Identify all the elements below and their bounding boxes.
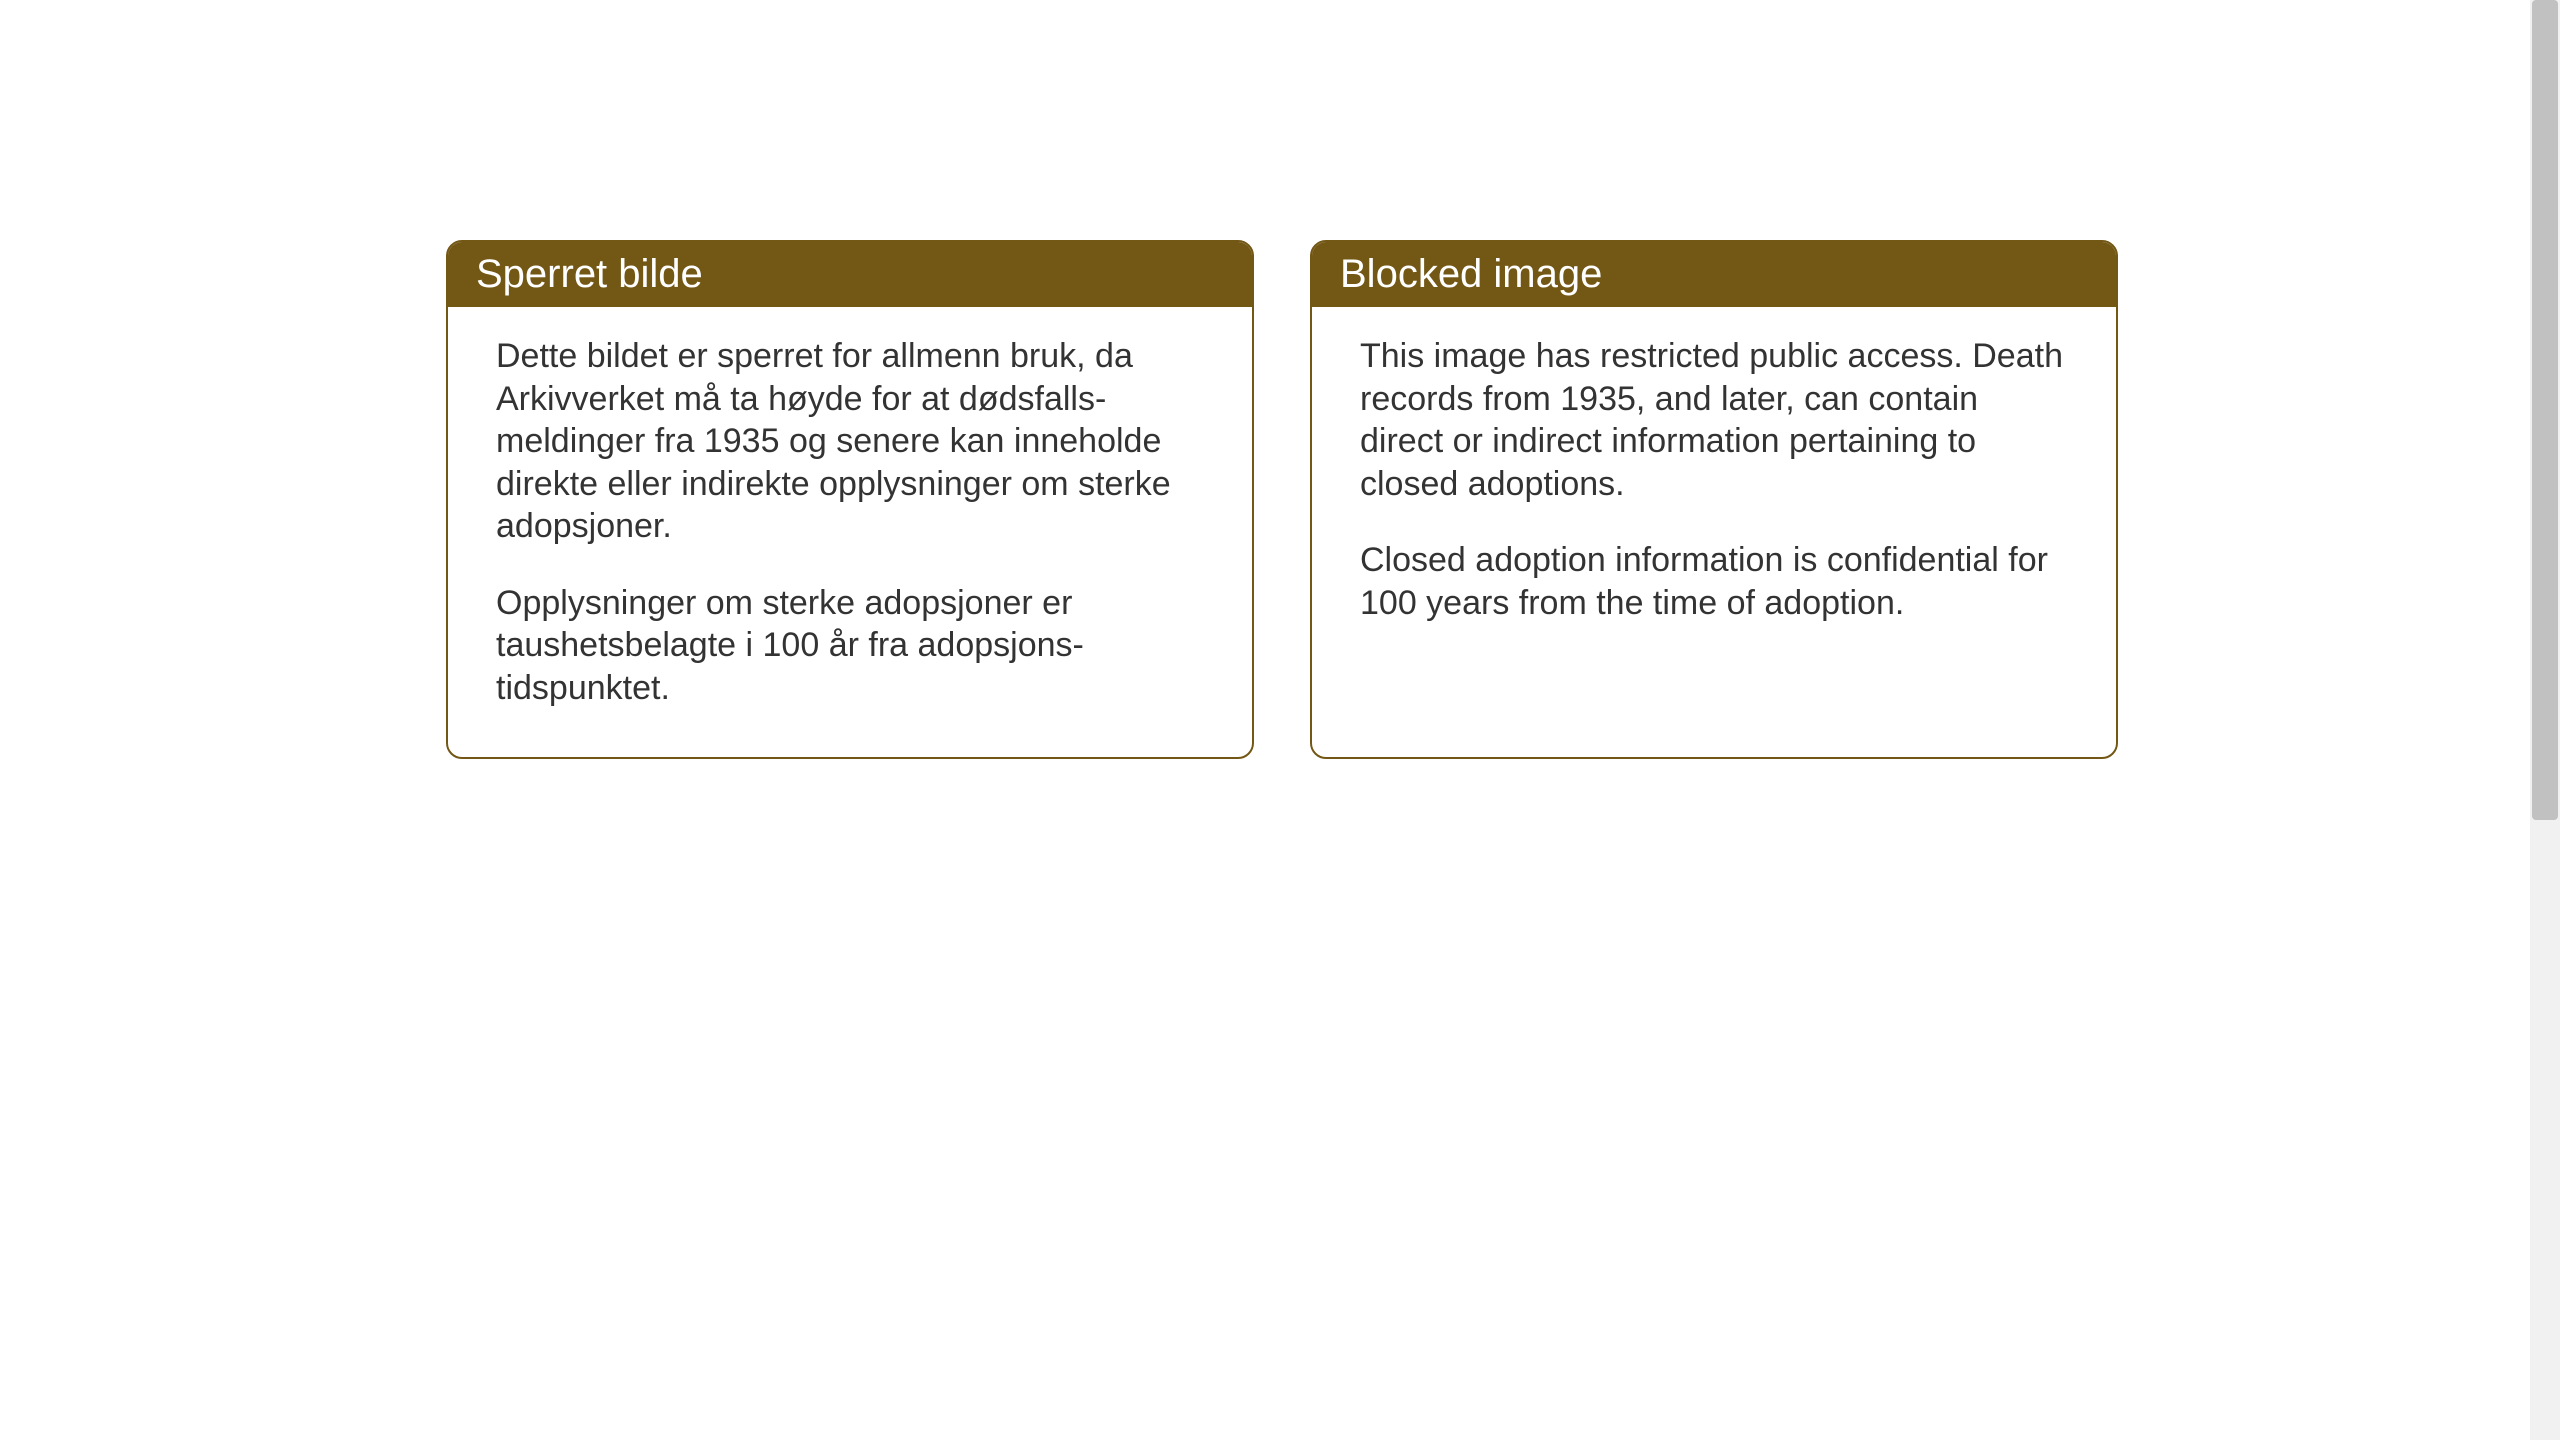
card-norwegian-paragraph-2: Opplysninger om sterke adopsjoner er tau… bbox=[496, 582, 1204, 710]
vertical-scrollbar[interactable] bbox=[2530, 0, 2560, 1440]
card-norwegian: Sperret bilde Dette bildet er sperret fo… bbox=[446, 240, 1254, 759]
card-english-body: This image has restricted public access.… bbox=[1312, 307, 2116, 672]
card-norwegian-paragraph-1: Dette bildet er sperret for allmenn bruk… bbox=[496, 335, 1204, 548]
card-norwegian-body: Dette bildet er sperret for allmenn bruk… bbox=[448, 307, 1252, 757]
card-english-title: Blocked image bbox=[1340, 252, 1602, 296]
scrollbar-thumb[interactable] bbox=[2532, 0, 2558, 820]
card-english-paragraph-1: This image has restricted public access.… bbox=[1360, 335, 2068, 505]
card-english: Blocked image This image has restricted … bbox=[1310, 240, 2118, 759]
cards-container: Sperret bilde Dette bildet er sperret fo… bbox=[446, 240, 2118, 759]
card-english-header: Blocked image bbox=[1312, 242, 2116, 307]
card-norwegian-title: Sperret bilde bbox=[476, 252, 703, 296]
card-norwegian-header: Sperret bilde bbox=[448, 242, 1252, 307]
card-english-paragraph-2: Closed adoption information is confident… bbox=[1360, 539, 2068, 624]
